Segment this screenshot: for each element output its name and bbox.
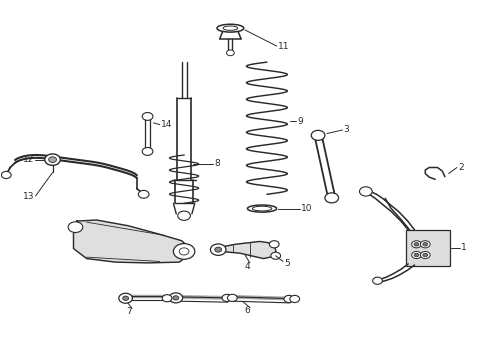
Circle shape	[169, 293, 183, 303]
Polygon shape	[74, 220, 189, 263]
Text: 9: 9	[297, 117, 303, 126]
Ellipse shape	[247, 205, 277, 212]
Text: 1: 1	[461, 243, 467, 252]
Circle shape	[222, 294, 232, 301]
Text: 6: 6	[245, 306, 250, 315]
Circle shape	[423, 243, 428, 246]
Text: 4: 4	[245, 262, 250, 271]
Circle shape	[179, 248, 189, 255]
Circle shape	[412, 241, 421, 248]
Circle shape	[119, 293, 132, 303]
Circle shape	[420, 251, 430, 258]
Text: 14: 14	[161, 120, 172, 129]
Circle shape	[271, 252, 281, 259]
Circle shape	[142, 112, 153, 120]
Circle shape	[227, 294, 237, 301]
Circle shape	[162, 295, 172, 302]
Text: 2: 2	[458, 163, 464, 172]
Circle shape	[178, 211, 191, 220]
Circle shape	[122, 296, 128, 300]
Text: 3: 3	[343, 126, 349, 135]
Circle shape	[414, 253, 419, 257]
Bar	[406, 230, 450, 266]
Circle shape	[423, 253, 428, 257]
Circle shape	[173, 244, 195, 259]
Circle shape	[210, 244, 226, 255]
Circle shape	[49, 157, 56, 162]
Text: 8: 8	[214, 159, 220, 168]
Ellipse shape	[217, 24, 244, 32]
Circle shape	[414, 243, 419, 246]
Circle shape	[201, 297, 202, 298]
Circle shape	[215, 247, 221, 252]
Text: 13: 13	[23, 192, 34, 201]
Circle shape	[290, 296, 299, 302]
Circle shape	[142, 148, 153, 156]
Circle shape	[311, 130, 325, 140]
Circle shape	[420, 241, 430, 248]
Circle shape	[325, 193, 339, 203]
Text: 5: 5	[284, 260, 290, 269]
Circle shape	[226, 50, 234, 56]
Circle shape	[260, 297, 261, 298]
Circle shape	[412, 251, 421, 258]
Circle shape	[68, 222, 83, 233]
Ellipse shape	[252, 206, 272, 211]
Ellipse shape	[223, 26, 238, 30]
Circle shape	[360, 187, 372, 196]
Text: 10: 10	[301, 204, 313, 213]
Circle shape	[270, 241, 279, 248]
Circle shape	[373, 277, 382, 284]
Circle shape	[45, 154, 60, 165]
Polygon shape	[217, 242, 277, 258]
Text: 11: 11	[278, 41, 290, 50]
Circle shape	[173, 296, 179, 300]
Circle shape	[138, 190, 149, 198]
Circle shape	[284, 296, 294, 302]
Text: 7: 7	[126, 307, 132, 316]
Text: 12: 12	[23, 155, 34, 164]
Circle shape	[1, 171, 11, 179]
